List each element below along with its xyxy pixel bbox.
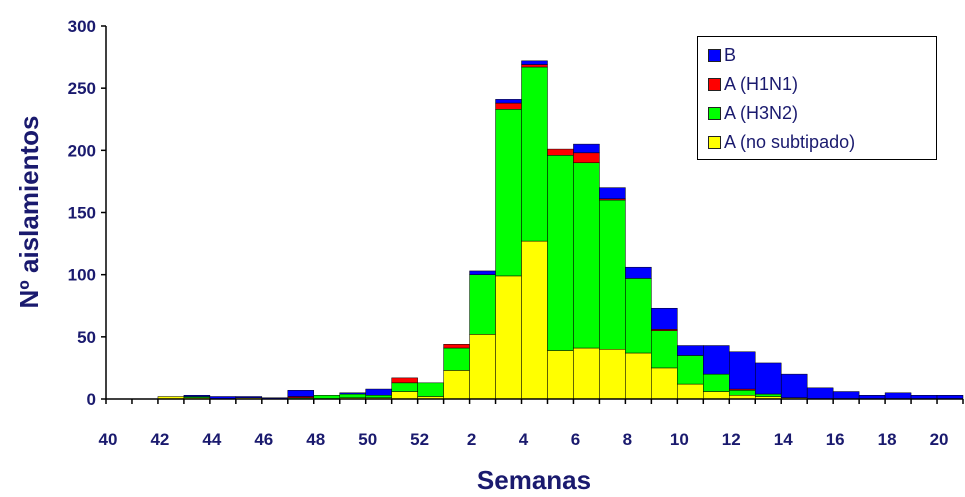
y-tick-label-150: 150 — [68, 204, 96, 223]
legend-label: A (H3N2) — [724, 103, 799, 123]
bar-segment-2-series-1 — [469, 274, 496, 335]
legend-item: A (H1N1) — [708, 70, 936, 99]
legend-label: B — [724, 45, 737, 65]
legend-label: A (no subtipado) — [724, 132, 856, 152]
x-tick-label-42: 42 — [150, 430, 169, 449]
bar-segment-45-series-3 — [235, 396, 263, 399]
bar-segment-3-series-1 — [495, 109, 522, 277]
bar-segment-7-series-3 — [599, 187, 626, 200]
bar-segment-8-series-1 — [625, 278, 652, 354]
bar-segment-52-series-1 — [417, 382, 444, 397]
legend-item: A (H3N2) — [708, 99, 936, 128]
legend-swatch — [708, 136, 721, 149]
bar-segment-9-series-0 — [651, 367, 678, 400]
legend-swatch — [708, 49, 721, 62]
bar-segment-14-series-3 — [780, 373, 808, 399]
bar-segment-1-series-2 — [443, 344, 470, 349]
bar-segment-6-series-0 — [573, 347, 600, 400]
bar-segment-51-series-0 — [391, 391, 418, 400]
bar-segment-4-series-0 — [521, 240, 548, 400]
legend-item: A (no subtipado) — [708, 128, 936, 157]
bar-segment-8-series-3 — [625, 266, 652, 279]
y-tick-label-100: 100 — [68, 266, 96, 285]
x-tick-label-2: 2 — [467, 430, 476, 449]
legend: B A (H1N1) A (H3N2) A (no subtipado) — [697, 36, 937, 160]
x-tick-label-44: 44 — [202, 430, 221, 449]
y-tick-label-200: 200 — [68, 141, 96, 160]
bar-segment-16-series-3 — [832, 391, 860, 400]
bar-segment-51-series-1 — [391, 382, 418, 392]
bar-segment-2-series-0 — [469, 334, 496, 400]
bar-segment-15-series-3 — [806, 387, 834, 400]
legend-swatch — [708, 78, 721, 91]
x-tick-label-48: 48 — [306, 430, 325, 449]
x-tick-label-6: 6 — [571, 430, 580, 449]
bar-segment-49-series-1 — [339, 393, 366, 399]
bar-segment-47-series-3 — [287, 390, 315, 397]
bar-segment-43-series-3 — [183, 395, 211, 397]
bar-segment-11-series-0 — [703, 391, 730, 400]
bar-segment-1-series-0 — [443, 370, 470, 400]
bar-segment-9-series-1 — [651, 330, 678, 369]
bar-segment-5-series-1 — [547, 155, 574, 351]
x-tick-label-16: 16 — [826, 430, 845, 449]
y-tick-label-300: 300 — [68, 17, 96, 36]
bar-segment-3-series-0 — [495, 275, 522, 400]
x-tick-label-8: 8 — [623, 430, 632, 449]
bar-segment-1-series-1 — [443, 347, 470, 371]
y-tick-label-50: 50 — [77, 328, 96, 347]
bar-segment-6-series-2 — [573, 152, 600, 164]
bar-segment-12-series-1 — [729, 390, 756, 396]
bar-segment-18-series-3 — [884, 392, 912, 400]
x-tick-label-18: 18 — [878, 430, 897, 449]
x-tick-label-12: 12 — [722, 430, 741, 449]
y-tick-label-0: 0 — [87, 390, 96, 409]
x-tick-label-52: 52 — [410, 430, 429, 449]
x-tick-label-10: 10 — [670, 430, 689, 449]
bar-segment-4-series-1 — [521, 66, 548, 242]
bar-segment-10-series-3 — [677, 345, 704, 356]
bar-segment-7-series-1 — [599, 199, 626, 350]
bar-segment-11-series-1 — [703, 373, 730, 392]
bar-segment-5-series-2 — [547, 148, 574, 156]
bar-segment-12-series-3 — [729, 351, 756, 390]
bar-segment-4-series-2 — [521, 64, 548, 68]
y-axis-title: Nº aislamientos — [14, 115, 44, 308]
bar-segment-6-series-1 — [573, 162, 600, 349]
x-tick-label-14: 14 — [774, 430, 793, 449]
bar-segment-13-series-3 — [754, 362, 782, 395]
bar-segment-5-series-0 — [547, 350, 574, 400]
bar-segment-3-series-3 — [495, 99, 522, 104]
legend-item: B — [708, 41, 936, 70]
y-tick-label-250: 250 — [68, 79, 96, 98]
x-tick-label-4: 4 — [519, 430, 529, 449]
bar-segment-2-series-3 — [469, 270, 496, 275]
bar-segment-50-series-1 — [365, 395, 392, 399]
legend-swatch — [708, 107, 721, 120]
bar-segment-10-series-1 — [677, 355, 704, 385]
x-axis-title: Semanas — [477, 465, 591, 495]
legend-label: A (H1N1) — [724, 74, 799, 94]
bar-segment-11-series-3 — [703, 345, 730, 375]
bar-segment-50-series-3 — [365, 388, 392, 396]
bar-segment-10-series-0 — [677, 383, 704, 400]
x-tick-label-20: 20 — [930, 430, 949, 449]
bar-segment-3-series-2 — [495, 102, 522, 110]
x-tick-label-46: 46 — [254, 430, 273, 449]
bar-segment-49-series-3 — [339, 392, 366, 395]
bar-segment-7-series-0 — [599, 349, 626, 400]
x-tick-label-40: 40 — [99, 430, 118, 449]
bar-segment-8-series-0 — [625, 352, 652, 400]
bar-segment-13-series-1 — [754, 393, 782, 397]
bar-segment-6-series-3 — [573, 143, 600, 154]
bar-segment-9-series-3 — [651, 307, 678, 330]
bar-segment-4-series-3 — [521, 60, 548, 65]
bar-segment-51-series-2 — [391, 377, 418, 384]
x-tick-label-50: 50 — [358, 430, 377, 449]
